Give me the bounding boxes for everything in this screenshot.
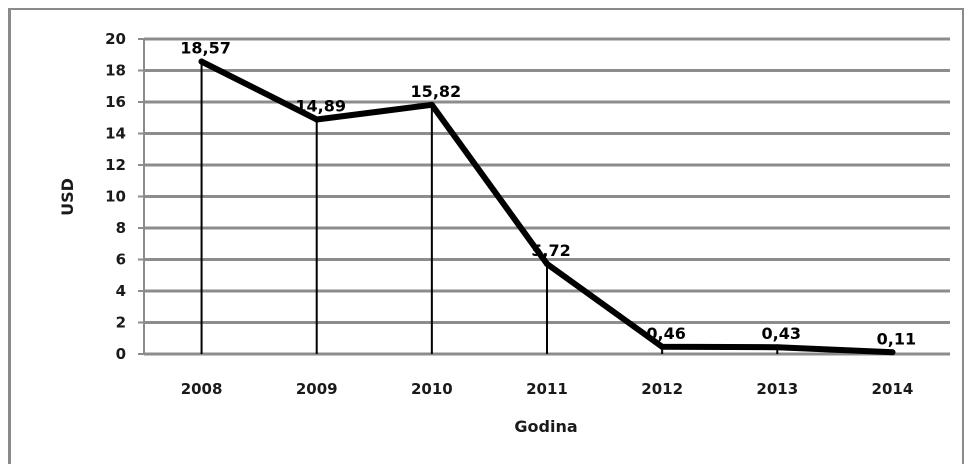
data-labels: 18,57 14,89 15,82 5,72 0,46 0,43 0,11 (180, 39, 916, 349)
x-tick-label: 2013 (756, 380, 798, 398)
y-tick-label: 18 (105, 62, 126, 80)
data-point (428, 101, 435, 108)
data-label: 0,11 (877, 329, 916, 348)
y-tick-label: 6 (116, 251, 126, 269)
x-axis-ticks: 2008 2009 2010 2011 2012 2013 2014 (181, 380, 914, 398)
data-point (659, 343, 666, 350)
y-tick-label: 2 (116, 314, 126, 332)
series-line (198, 58, 896, 356)
data-label: 14,89 (295, 96, 346, 115)
drop-lines (200, 61, 894, 354)
x-tick-label: 2008 (181, 380, 223, 398)
data-label: 5,72 (531, 241, 570, 260)
y-tick-label: 14 (105, 125, 126, 143)
data-point (544, 260, 550, 267)
y-tick-label: 20 (105, 30, 126, 48)
x-tick-label: 2011 (526, 380, 568, 398)
data-label: 18,57 (180, 39, 231, 58)
data-point (313, 116, 320, 123)
x-tick-label: 2009 (296, 380, 338, 398)
data-label: 0,43 (762, 324, 801, 343)
x-tick-label: 2014 (872, 380, 914, 398)
x-tick-label: 2012 (641, 380, 683, 398)
y-tick-label: 0 (116, 345, 126, 363)
y-axis-title: USD (58, 178, 77, 216)
data-point (198, 58, 205, 65)
data-label: 15,82 (411, 82, 462, 101)
y-tick-label: 8 (116, 219, 126, 237)
x-tick-label: 2010 (411, 380, 453, 398)
chart-frame (8, 8, 964, 464)
data-point (889, 349, 896, 356)
gridlines (138, 37, 950, 356)
data-point (774, 344, 781, 351)
y-tick-label: 12 (105, 156, 126, 174)
y-tick-label: 4 (116, 282, 126, 300)
y-axis-ticks: 0 2 4 6 8 10 12 14 16 18 20 (105, 30, 126, 363)
y-tick-label: 16 (105, 93, 126, 111)
x-axis-title: Godina (514, 417, 577, 436)
data-label: 0,46 (646, 324, 685, 343)
y-tick-label: 10 (105, 188, 126, 206)
